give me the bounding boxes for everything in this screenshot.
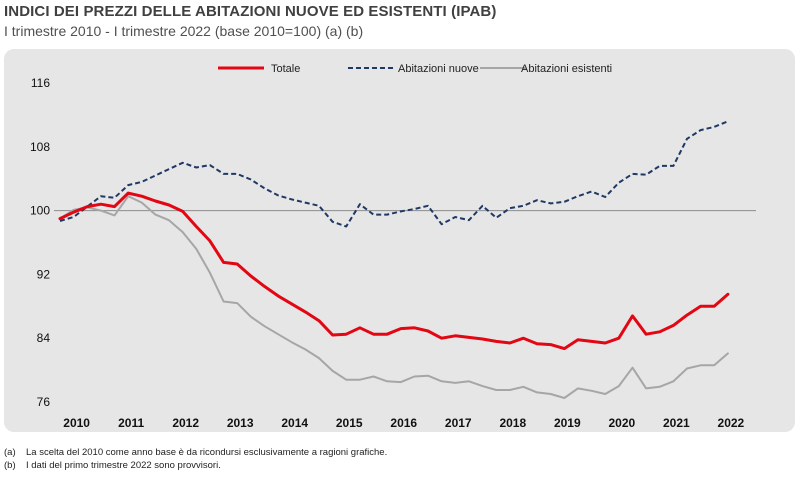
x-tick-label: 2011	[118, 416, 144, 430]
series-line-abitazioni-nuove	[59, 120, 729, 228]
chart-subtitle: I trimestre 2010 - I trimestre 2022 (bas…	[4, 23, 364, 39]
series-lines	[58, 120, 730, 399]
x-tick-label: 2012	[172, 416, 199, 430]
x-tick-label: 2018	[499, 416, 526, 430]
footnote-b: (b) I dati del primo trimestre 2022 sono …	[4, 459, 387, 472]
x-tick-label: 2010	[63, 416, 90, 430]
series-line-totale	[58, 191, 730, 351]
chart-title: INDICI DEI PREZZI DELLE ABITAZIONI NUOVE…	[4, 3, 497, 20]
y-tick-label: 100	[30, 204, 50, 218]
ipab-line-chart: 76 84 92 100 108 116 2010 2011 2012 2013 2014 2015…	[30, 63, 756, 430]
x-tick-label: 2017	[445, 416, 472, 430]
y-tick-label: 116	[31, 76, 50, 90]
x-tick-label: 2015	[336, 416, 363, 430]
y-tick-label: 108	[30, 140, 50, 154]
y-tick-label: 76	[37, 395, 51, 409]
legend-label: Totale	[271, 63, 300, 75]
y-tick-label: 92	[37, 267, 51, 281]
legend-label: Abitazioni esistenti	[521, 63, 612, 75]
series-line-abitazioni-esistenti	[59, 195, 729, 399]
chart-panel	[4, 49, 795, 432]
y-tick-label: 84	[37, 331, 51, 345]
x-tick-label: 2013	[227, 416, 254, 430]
footnote-b-text: I dati del primo trimestre 2022 sono pro…	[26, 460, 221, 471]
x-tick-label: 2016	[390, 416, 417, 430]
x-tick-label: 2020	[608, 416, 635, 430]
footnote-a-tag: (a)	[4, 447, 16, 458]
x-tick-label: 2022	[718, 416, 745, 430]
legend: Totale Abitazioni nuove Abitazioni esisten…	[218, 63, 612, 75]
x-tick-label: 2021	[663, 416, 690, 430]
footnote-a-text: La scelta del 2010 come anno base è da r…	[26, 447, 388, 458]
x-tick-label: 2019	[554, 416, 581, 430]
footnote-a: (a) La scelta del 2010 come anno base è d…	[4, 446, 387, 459]
footnote-b-tag: (b)	[4, 460, 16, 471]
legend-label: Abitazioni nuove	[398, 63, 479, 75]
footnotes: (a) La scelta del 2010 come anno base è d…	[4, 446, 387, 472]
x-axis: 2010 2011 2012 2013 2014 2015 2016 2017 2018 2019…	[63, 416, 744, 430]
y-axis: 76 84 92 100 108 116	[30, 76, 50, 409]
x-tick-label: 2014	[281, 416, 308, 430]
